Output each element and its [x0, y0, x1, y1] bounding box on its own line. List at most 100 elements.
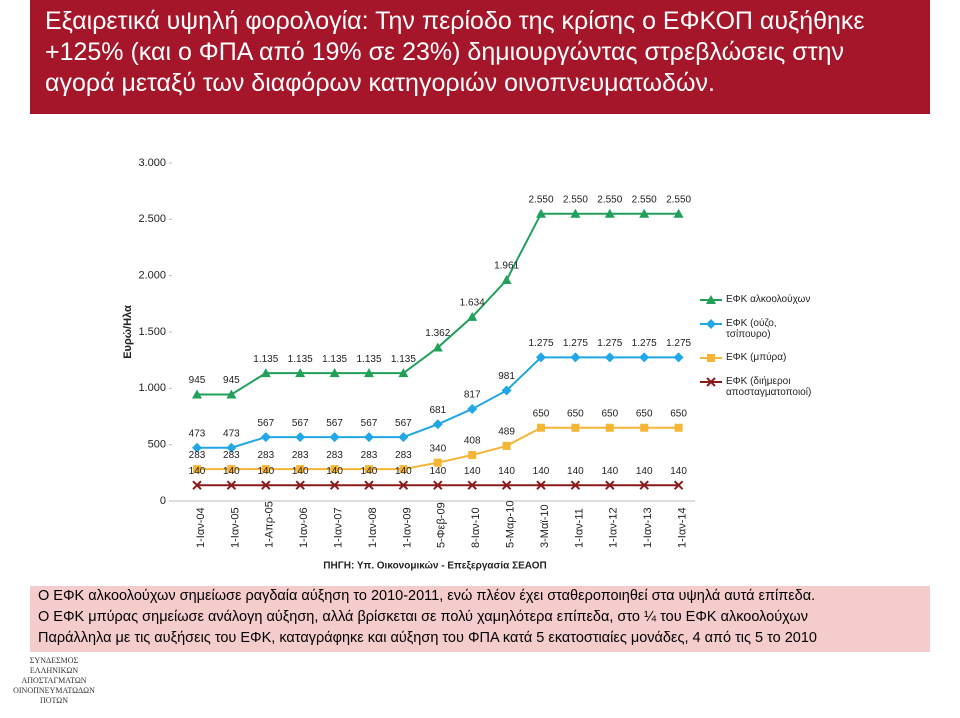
data-label: 1.135: [322, 354, 347, 365]
marker: [639, 352, 650, 363]
series-line: [197, 356, 679, 449]
chart: Ευρώ/Ηλα ΠΗΓΗ: Υπ. Οικονομικών - Επεξεργ…: [122, 157, 695, 572]
data-label: 567: [257, 418, 274, 429]
marker: [433, 480, 443, 490]
logo: ΣΥΝΔΕΣΜΟΣ ΕΛΛΗΝΙΚΩΝ ΑΠΟΣΤΑΓΜΑΤΩΝ ΟΙΝΟΠΝΕ…: [4, 656, 104, 706]
marker: [570, 208, 581, 218]
x-tick-label: 1-Απρ-05: [264, 501, 276, 548]
marker: [226, 389, 237, 399]
legend-swatch: [700, 319, 722, 329]
marker: [226, 480, 237, 490]
data-label: 650: [567, 408, 584, 419]
data-label: 140: [464, 466, 481, 477]
data-label: 283: [326, 450, 343, 461]
marker: [295, 432, 306, 443]
data-label: 1.135: [253, 354, 278, 365]
y-tick-label: 0: [160, 495, 166, 507]
data-label: 981: [498, 371, 515, 382]
x-tick-label: 1-Ιαν-07: [333, 507, 345, 548]
marker: [226, 442, 237, 453]
legend-swatch: [700, 377, 722, 387]
legend-entry: ΕΦΚ (μπύρα): [700, 352, 820, 364]
data-label: 650: [636, 408, 653, 419]
data-label: 140: [601, 466, 618, 477]
x-tick-label: 1-Ιαν-04: [195, 507, 207, 548]
data-label: 1.275: [528, 338, 553, 349]
marker: [432, 419, 443, 430]
marker: [433, 458, 442, 467]
marker: [640, 423, 649, 432]
x-tick-label: 1-Ιαν-13: [642, 507, 654, 548]
marker: [605, 423, 614, 432]
data-label: 650: [670, 408, 687, 419]
marker: [365, 465, 373, 474]
logo-text: ΕΛΛΗΝΙΚΩΝ: [29, 666, 79, 675]
data-label: 650: [533, 408, 550, 419]
marker: [261, 465, 270, 474]
marker: [398, 480, 409, 490]
legend-swatch: [700, 295, 722, 304]
data-label: 408: [464, 436, 481, 447]
legend-entry: ΕΦΚ (διήμεροι αποσταγματοποιοί): [700, 376, 820, 398]
y-tick-label: 1.500: [138, 326, 166, 338]
legend-entry: ΕΦΚ αλκοολούχων: [700, 294, 820, 306]
marker: [329, 368, 340, 378]
data-label: 473: [189, 428, 206, 439]
data-label: 2.550: [563, 194, 588, 205]
marker: [192, 480, 202, 490]
data-label: 1.275: [632, 338, 657, 349]
marker: [260, 432, 271, 443]
x-tick-label: 1-Ιαν-14: [677, 507, 689, 548]
marker: [707, 354, 715, 362]
data-label: 1.961: [494, 261, 519, 272]
marker: [467, 480, 477, 490]
marker: [399, 465, 408, 474]
x-tick-label: 1-Ιαν-12: [608, 507, 620, 548]
data-label: 283: [361, 450, 378, 461]
data-label: 340: [429, 443, 446, 454]
logo-text: ΣΥΝΔΕΣΜΟΣ: [29, 656, 79, 665]
data-label: 567: [361, 418, 378, 429]
legend-label: ΕΦΚ (διήμεροι αποσταγματοποιοί): [726, 376, 812, 398]
x-tick-label: 1-Ιαν-05: [229, 507, 241, 548]
data-label: 140: [292, 466, 309, 477]
data-label: 140: [636, 466, 653, 477]
data-label: 567: [395, 418, 412, 429]
legend: ΕΦΚ αλκοολούχων ΕΦΚ (ούζο, τσίπουρο) ΕΦΚ (…: [700, 294, 820, 410]
marker: [398, 432, 409, 443]
marker: [674, 423, 683, 432]
x-tick-label: 8-Ιαν-10: [470, 507, 482, 548]
marker: [604, 352, 615, 363]
data-label: 140: [670, 466, 687, 477]
note: Παράλληλα με τις αυξήσεις του ΕΦΚ, καταγ…: [38, 630, 817, 646]
data-label: 140: [429, 466, 446, 477]
note: Ο ΕΦΚ αλκοολούχων σημείωσε ραγδαία αύξησ…: [38, 588, 816, 604]
data-label: 140: [498, 466, 515, 477]
legend-swatch: [700, 354, 722, 362]
marker: [260, 368, 271, 378]
marker: [329, 480, 340, 490]
data-label: 567: [326, 418, 343, 429]
marker: [467, 311, 478, 321]
data-label: 2.550: [666, 194, 691, 205]
data-label: 567: [292, 418, 309, 429]
marker: [570, 480, 581, 490]
marker: [639, 208, 650, 218]
marker: [706, 377, 716, 387]
marker: [364, 432, 374, 443]
data-label: 283: [395, 450, 412, 461]
data-label: 140: [189, 466, 206, 477]
marker: [468, 451, 477, 460]
marker: [432, 342, 443, 352]
data-label: 681: [429, 405, 446, 416]
marker: [192, 389, 202, 399]
marker: [193, 465, 201, 474]
data-label: 140: [326, 466, 343, 477]
y-tick-label: 500: [148, 439, 166, 451]
marker: [192, 442, 202, 453]
data-label: 473: [223, 428, 240, 439]
x-tick-label: 1-Ιαν-09: [401, 507, 413, 548]
data-label: 283: [223, 450, 240, 461]
legend-entry: ΕΦΚ (ούζο, τσίπουρο): [700, 318, 820, 340]
